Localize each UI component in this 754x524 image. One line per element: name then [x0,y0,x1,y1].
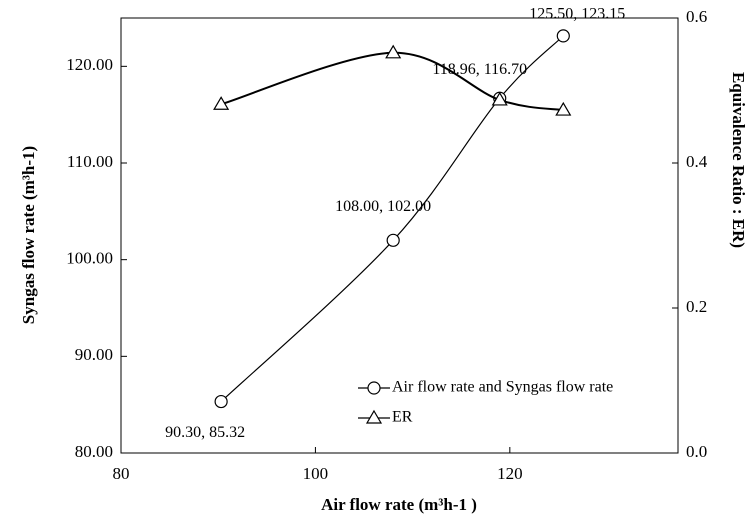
point [368,382,380,394]
x-axis-title: Air flow rate (m³h-1 ) [321,495,477,514]
x-tick-label: 100 [303,464,329,483]
y2-tick-label: 0.4 [686,152,708,171]
data-label: 108.00, 102.00 [335,198,431,215]
data-label: 125.50, 123.15 [529,6,625,23]
y-axis-title: Syngas flow rate (m³h-1) [19,146,38,324]
y2-tick-label: 0.6 [686,7,707,26]
y-tick-label: 100.00 [66,249,113,268]
point [387,234,399,246]
chart: Air flow rate (m³h-1 ) Syngas flow rate … [0,0,754,524]
legend-label: Air flow rate and Syngas flow rate [392,379,613,396]
legend-label: ER [392,409,413,426]
series-line [221,36,563,402]
y-tick-label: 80.00 [75,442,113,461]
page: {"chart_data": {"type": "line", "xlabel"… [0,0,754,524]
point [367,411,381,423]
y2-axis-title: Equivalence Ratio : ER) [729,72,748,248]
x-tick-label: 120 [497,464,523,483]
y2-tick-label: 0.0 [686,442,707,461]
y-tick-label: 90.00 [75,345,113,364]
data-label: 90.30, 85.32 [165,424,245,441]
y-tick-label: 110.00 [67,152,113,171]
y2-tick-label: 0.2 [686,297,707,316]
point [215,396,227,408]
x-tick-label: 80 [113,464,130,483]
point [386,46,400,58]
y-tick-label: 120.00 [66,55,113,74]
point [557,30,569,42]
